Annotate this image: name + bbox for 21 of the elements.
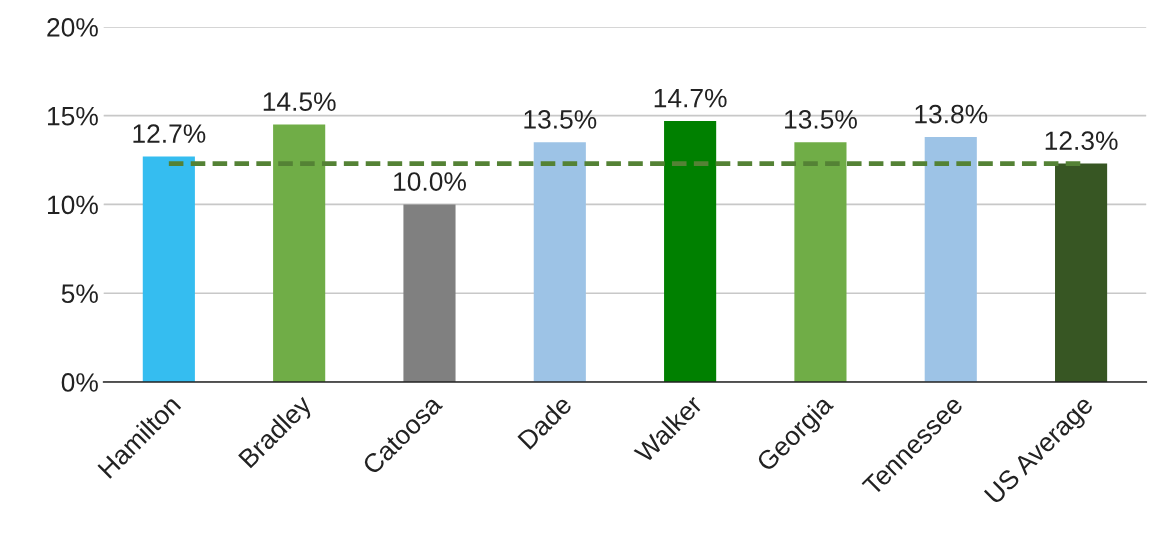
bar <box>273 124 326 382</box>
bar <box>403 204 456 382</box>
bar <box>794 142 847 382</box>
y-tick-label: 0% <box>61 373 98 392</box>
bar <box>533 142 586 382</box>
data-label: 14.7% <box>654 88 727 108</box>
bar <box>664 121 717 382</box>
y-tick-label: 5% <box>61 284 98 304</box>
bar <box>1055 163 1108 382</box>
data-label: 13.5% <box>524 110 597 129</box>
data-label: 13.5% <box>785 110 857 129</box>
y-tick-label: 15% <box>48 106 98 126</box>
data-label: 13.8% <box>915 104 988 124</box>
data-label: 12.3% <box>1045 131 1118 151</box>
y-tick-label: 20% <box>47 18 98 37</box>
data-label: 14.5% <box>263 92 336 111</box>
bar <box>924 136 977 382</box>
y-tick-label: 10% <box>48 195 98 215</box>
bar <box>142 156 195 382</box>
data-label: 10.0% <box>394 172 466 191</box>
data-label: 12.7% <box>133 124 206 143</box>
